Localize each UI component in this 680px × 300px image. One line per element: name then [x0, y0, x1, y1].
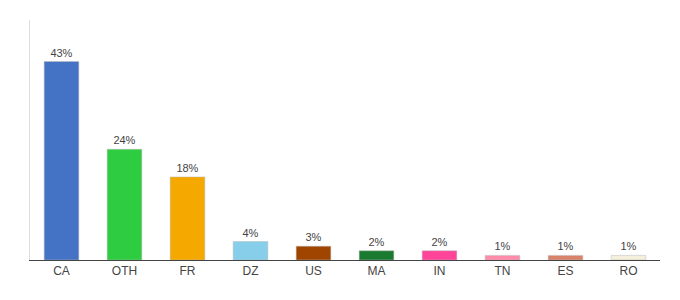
svg-text:US: US	[305, 264, 322, 278]
svg-text:IN: IN	[434, 264, 446, 278]
svg-text:1%: 1%	[620, 240, 636, 252]
svg-text:RO: RO	[620, 264, 638, 278]
svg-text:4%: 4%	[242, 227, 258, 239]
svg-text:1%: 1%	[494, 240, 510, 252]
svg-text:24%: 24%	[113, 134, 135, 146]
svg-text:MA: MA	[368, 264, 386, 278]
svg-text:43%: 43%	[50, 47, 72, 59]
svg-text:2%: 2%	[368, 236, 384, 248]
svg-text:DZ: DZ	[243, 264, 259, 278]
svg-text:CA: CA	[53, 264, 70, 278]
svg-text:1%: 1%	[557, 240, 573, 252]
svg-text:18%: 18%	[176, 162, 198, 174]
svg-text:3%: 3%	[305, 231, 321, 243]
svg-text:TN: TN	[495, 264, 511, 278]
svg-text:2%: 2%	[431, 236, 447, 248]
svg-text:OTH: OTH	[112, 264, 137, 278]
svg-text:FR: FR	[180, 264, 196, 278]
svg-text:ES: ES	[557, 264, 573, 278]
